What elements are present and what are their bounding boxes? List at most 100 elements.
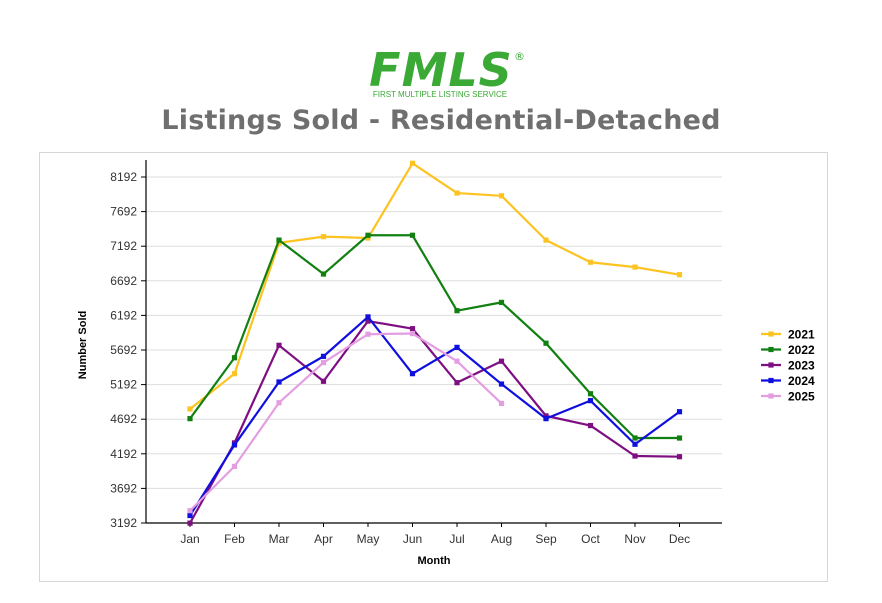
data-point: [543, 413, 549, 419]
data-point: [409, 232, 416, 238]
x-tick-label: Sep: [535, 532, 557, 546]
data-point: [498, 193, 505, 199]
data-point: [587, 259, 594, 265]
data-point: [187, 416, 193, 422]
data-point: [454, 344, 460, 350]
data-point: [543, 237, 549, 243]
x-tick-label: Oct: [581, 532, 600, 546]
data-point: [676, 272, 683, 278]
data-point: [187, 508, 193, 514]
data-point: [187, 520, 193, 526]
y-tick-label: 7192: [110, 239, 137, 253]
data-point: [320, 271, 327, 277]
y-tick-label: 6192: [110, 308, 137, 322]
x-tick-label: Aug: [491, 532, 512, 546]
series-line-2023: [189, 319, 680, 524]
data-point: [676, 435, 683, 441]
y-tick-label: 4192: [110, 447, 137, 461]
legend-marker: [768, 362, 774, 368]
data-point: [365, 232, 371, 238]
data-point: [409, 160, 416, 166]
data-point: [276, 237, 282, 243]
x-tick-label: Dec: [669, 532, 690, 546]
y-tick-label: 7692: [110, 205, 137, 219]
data-point: [231, 371, 238, 377]
data-point: [498, 400, 505, 407]
data-point: [409, 326, 416, 332]
data-point: [587, 391, 594, 397]
legend-marker: [768, 377, 774, 384]
y-tick-label: 6692: [110, 274, 137, 288]
legend-label: 2024: [788, 374, 815, 388]
legend-label: 2021: [788, 328, 815, 342]
data-point: [231, 442, 238, 448]
x-axis-title: Month: [418, 555, 451, 567]
x-tick-label: Jan: [180, 532, 199, 546]
x-tick-label: Jun: [403, 532, 422, 546]
x-tick-label: Apr: [314, 532, 333, 546]
data-point: [276, 379, 282, 385]
legend-marker: [768, 393, 774, 399]
fmls-logo: FMLS ® FIRST MULTIPLE LISTING SERVICE: [369, 44, 525, 99]
axes: 3192 3692 4192 4692 5192 5692 6192 6692 7192 7692…: [110, 160, 722, 546]
data-point: [320, 359, 327, 366]
data-point: [320, 234, 327, 240]
data-point: [276, 400, 282, 406]
series-lines: [187, 160, 683, 526]
data-point: [231, 463, 238, 469]
data-point: [587, 422, 594, 429]
legend-marker: [768, 331, 774, 337]
y-tick-label: 5692: [110, 343, 137, 357]
legend-label: 2022: [788, 343, 815, 357]
chart-title: Listings Sold - Residential-Detached: [161, 105, 721, 136]
legend-label: 2023: [788, 359, 815, 373]
data-point: [498, 358, 505, 364]
data-point: [276, 342, 282, 348]
data-point: [320, 353, 327, 359]
data-point: [365, 318, 371, 324]
legend-marker: [768, 346, 774, 353]
data-point: [365, 314, 371, 320]
data-point: [632, 264, 638, 270]
x-tick-label: Mar: [269, 532, 290, 546]
data-point: [543, 416, 549, 422]
x-tick-label: May: [357, 532, 380, 546]
series-line-2024: [189, 315, 681, 517]
data-point: [365, 235, 371, 241]
data-point: [187, 512, 193, 519]
data-point: [454, 380, 460, 386]
data-point: [187, 406, 193, 412]
x-tick-label: Nov: [624, 532, 645, 546]
data-point: [632, 435, 638, 441]
logo-subtitle: FIRST MULTIPLE LISTING SERVICE: [373, 90, 507, 99]
data-point: [409, 330, 416, 337]
series-line-2025: [189, 332, 503, 512]
series-line-2022: [189, 234, 680, 440]
data-point: [409, 371, 416, 377]
x-tick-label: Feb: [224, 532, 245, 546]
y-tick-label: 5192: [110, 378, 137, 392]
logo-text: FMLS: [369, 44, 513, 97]
chart-container: [39, 152, 828, 582]
y-tick-label: 3192: [110, 516, 137, 530]
y-tick-label: 8192: [110, 170, 137, 184]
data-point: [587, 398, 594, 404]
legend-label: 2025: [788, 390, 815, 404]
data-point: [632, 441, 638, 447]
data-point: [454, 308, 460, 314]
series-line-2021: [189, 162, 680, 410]
logo-registered-mark: ®: [514, 50, 525, 63]
data-point: [365, 331, 371, 337]
data-point: [454, 358, 460, 364]
data-point: [320, 378, 327, 384]
data-point: [498, 381, 505, 387]
data-point: [676, 454, 683, 460]
y-axis-title: Number Sold: [77, 311, 89, 379]
data-point: [498, 299, 505, 305]
y-tick-label: 4692: [110, 412, 137, 426]
x-tick-label: Jul: [449, 532, 464, 546]
data-point: [676, 409, 683, 415]
data-point: [543, 340, 549, 346]
data-point: [231, 355, 238, 361]
